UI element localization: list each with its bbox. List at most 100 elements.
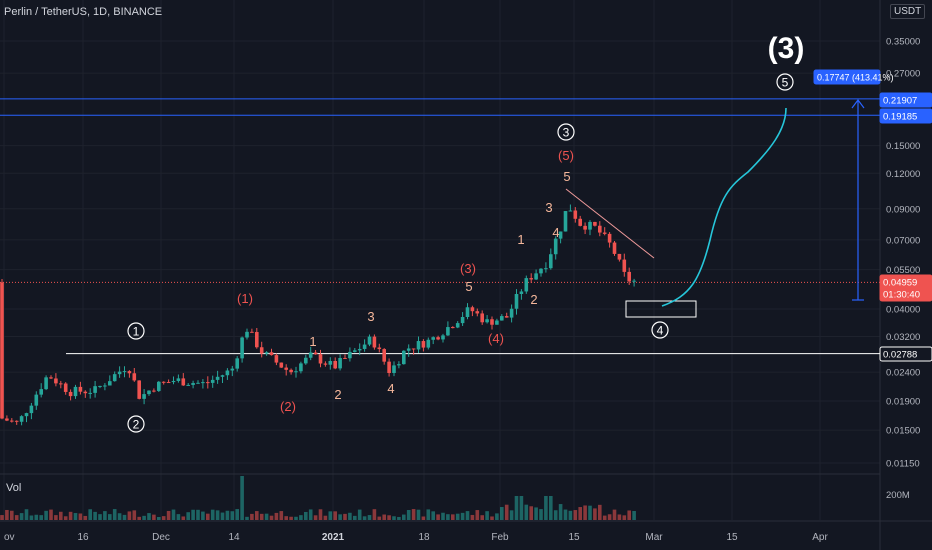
currency-unit-button[interactable]: USDT: [890, 4, 926, 19]
y-tick-label: 0.01500: [886, 426, 920, 437]
candle-body: [284, 367, 288, 370]
candle-body: [259, 347, 264, 354]
volume-bar: [255, 511, 259, 520]
volume-bar: [83, 515, 88, 520]
candle-body: [14, 420, 19, 422]
candle-body: [161, 381, 166, 383]
candle-body: [93, 386, 97, 393]
volume-bar: [171, 509, 176, 520]
candle-body: [343, 357, 347, 359]
wave-label: (2): [280, 399, 296, 414]
candle-body: [387, 361, 391, 373]
candle-body: [421, 341, 426, 348]
x-tick-label: 15: [568, 532, 580, 543]
wave-label: 4: [657, 323, 664, 337]
candle-body: [289, 369, 293, 373]
wave-label: 4: [387, 381, 394, 396]
volume-bar: [68, 511, 73, 520]
candle-body: [441, 335, 445, 340]
volume-bar: [539, 509, 543, 520]
volume-bar: [632, 510, 636, 520]
price-tag: [813, 69, 881, 85]
volume-bar: [607, 514, 612, 520]
volume-bar: [0, 515, 4, 520]
volume-bar: [264, 513, 269, 520]
candle-body: [225, 370, 230, 376]
volume-label: Vol: [6, 482, 22, 494]
volume-bar: [225, 510, 230, 520]
volume-bar: [470, 514, 475, 520]
candle-body: [313, 352, 318, 355]
candle-body: [607, 233, 612, 243]
projected-path[interactable]: [661, 107, 787, 307]
candle-body: [446, 327, 450, 336]
volume-bar: [274, 512, 279, 520]
candle-body: [196, 382, 200, 384]
volume-bar: [475, 510, 480, 520]
candle-body: [147, 390, 151, 395]
volume-bar: [230, 511, 235, 520]
price-tag: [879, 346, 932, 362]
volume-bar: [490, 516, 494, 520]
candle-body: [264, 352, 269, 354]
wave-4-target-box[interactable]: [625, 300, 697, 318]
candle-body: [558, 231, 563, 239]
volume-bar: [397, 516, 401, 520]
wave-label: 2: [133, 417, 140, 431]
volume-bar: [19, 513, 24, 520]
candle-body: [519, 291, 524, 294]
volume-bar: [250, 513, 254, 520]
volume-bar: [377, 516, 382, 520]
candle-body: [372, 336, 377, 348]
candle-body: [0, 282, 4, 419]
candle-body: [122, 371, 127, 373]
volume-bar: [29, 515, 34, 520]
volume-bar: [313, 515, 318, 520]
candle-body: [632, 280, 636, 282]
volume-bar: [152, 514, 156, 520]
volume-bar: [98, 514, 102, 520]
volume-bar: [235, 509, 239, 520]
candle-body: [181, 378, 186, 386]
volume-bar: [367, 515, 372, 520]
volume-bar: [446, 514, 450, 520]
volume-bar: [485, 511, 489, 520]
trend-line[interactable]: [565, 188, 655, 259]
candle-body: [549, 254, 553, 269]
candle-body: [460, 317, 465, 324]
volume-bar: [137, 516, 141, 520]
y-tick-label: 0.03200: [886, 332, 920, 343]
y-tick-label: 0.05500: [886, 265, 920, 276]
candle-body: [504, 316, 509, 318]
candle-body: [245, 331, 249, 338]
candle-body: [583, 225, 587, 230]
volume-bar: [122, 514, 127, 520]
volume-bars: [0, 476, 636, 520]
candle-body: [299, 363, 303, 372]
candle-body: [514, 293, 519, 309]
candle-body: [402, 350, 406, 365]
volume-bar: [451, 514, 455, 520]
volume-bar: [406, 510, 411, 520]
x-tick-label: ov: [4, 532, 15, 543]
wave-label: 4: [552, 225, 559, 240]
volume-bar: [289, 516, 293, 520]
wave-label: 5: [782, 75, 789, 89]
x-tick-label: 14: [228, 532, 240, 543]
candle-body: [627, 271, 631, 282]
candle-body: [235, 358, 239, 369]
volume-bar: [353, 515, 357, 520]
candle-body: [19, 416, 24, 422]
candle-body: [382, 349, 386, 362]
volume-bar: [34, 514, 39, 520]
candle-body: [490, 319, 494, 325]
price-tag-label: 0.17747 (413.41%): [817, 73, 894, 83]
volume-bar: [338, 514, 342, 520]
candle-body: [397, 364, 401, 366]
volume-bar: [362, 516, 367, 520]
candle-body: [304, 357, 308, 364]
volume-bar: [598, 504, 602, 520]
volume-bar: [191, 509, 195, 520]
wave-label: 3: [545, 200, 552, 215]
